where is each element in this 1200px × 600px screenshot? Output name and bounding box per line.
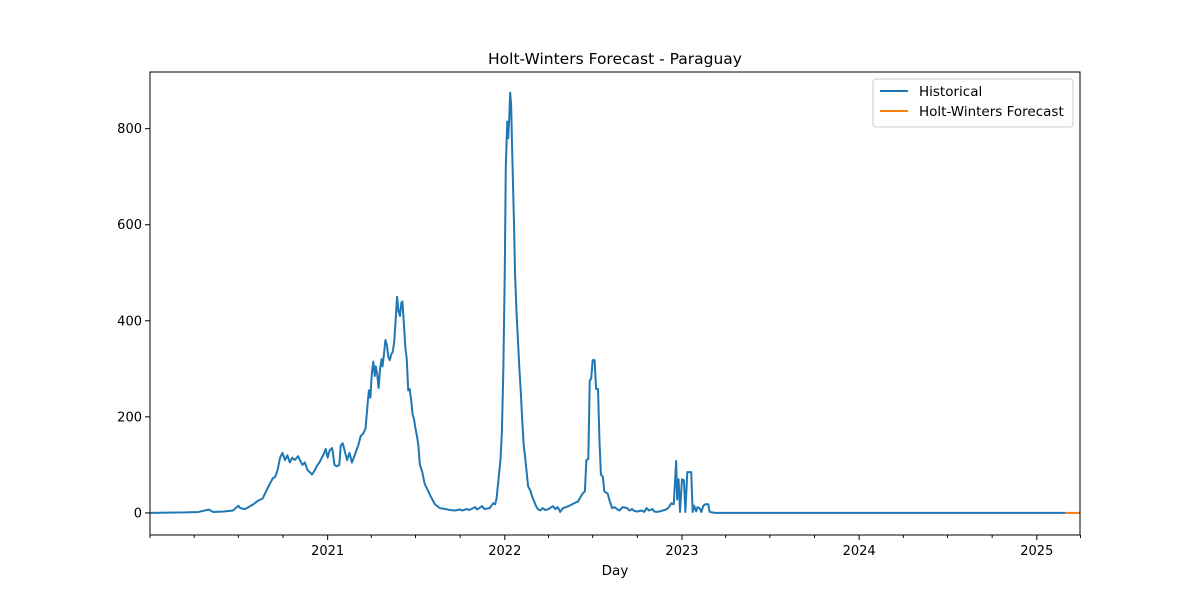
x-tick-label: 2025 [1020,544,1053,559]
y-tick-label: 400 [117,314,142,329]
x-axis-ticks: 2021 2022 2023 2024 2025 [149,535,1081,559]
x-tick-label: 2022 [488,544,521,559]
x-axis-label: Day [602,563,629,579]
x-tick-label: 2024 [843,544,876,559]
legend-label-forecast: Holt-Winters Forecast [919,104,1064,120]
y-tick-label: 600 [117,218,142,233]
plot-area-frame [149,71,1081,536]
chart-title: Holt-Winters Forecast - Paraguay [488,50,742,68]
legend-label-historical: Historical [919,84,982,100]
x-tick-label: 2023 [665,544,698,559]
plot-lines [149,91,1080,514]
y-axis-ticks: 0 200 400 600 800 [117,122,150,521]
x-tick-label: 2021 [311,544,344,559]
legend: Historical Holt-Winters Forecast [872,78,1074,128]
y-tick-label: 800 [117,122,142,137]
y-tick-label: 200 [117,410,142,425]
y-tick-label: 0 [134,506,142,521]
legend-frame [872,78,1074,128]
series-line-historical [149,91,1066,514]
